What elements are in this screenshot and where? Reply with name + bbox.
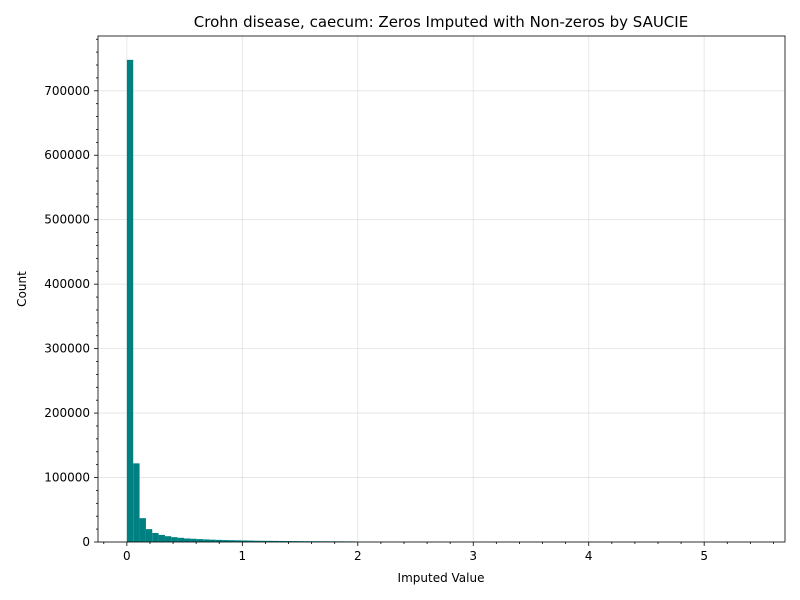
- histogram-bar: [285, 541, 292, 542]
- grid-layer: [98, 36, 785, 543]
- histogram-bar: [184, 538, 191, 542]
- histogram-bar: [228, 540, 235, 542]
- histogram-bar: [209, 539, 216, 542]
- x-tick-label: 4: [585, 549, 593, 563]
- y-tick-label: 700000: [44, 84, 90, 98]
- histogram-bar: [266, 540, 273, 542]
- y-tick-label: 0: [82, 535, 90, 549]
- y-tick-label: 100000: [44, 471, 90, 485]
- histogram-bar: [126, 59, 134, 543]
- histogram-bar: [171, 537, 178, 542]
- histogram-bar: [196, 539, 204, 542]
- histogram-bar: [222, 540, 229, 542]
- x-axis-label: Imputed Value: [398, 571, 485, 585]
- histogram-bar: [152, 532, 159, 542]
- histogram-bar: [145, 529, 153, 542]
- histogram-bar: [139, 518, 146, 542]
- histogram-bar: [298, 541, 305, 542]
- y-tick-label: 200000: [44, 406, 90, 420]
- x-tick-label: 2: [354, 549, 362, 563]
- histogram-bar: [247, 540, 254, 542]
- y-tick-label: 400000: [44, 277, 90, 291]
- histogram-bar: [133, 463, 140, 542]
- histogram-bar: [215, 539, 223, 542]
- histogram-bar: [253, 540, 261, 542]
- axes-layer: 0 1 2 3 4 5 0 100000 200000 300000 400000 500000 600…: [44, 35, 786, 563]
- y-tick-label: 300000: [44, 342, 90, 356]
- plot-frame: [97, 35, 786, 543]
- histogram-bar: [177, 537, 185, 542]
- x-tick-label: 0: [123, 549, 131, 563]
- histogram-bar: [291, 541, 299, 542]
- histogram-bar: [260, 540, 267, 542]
- y-tick-label: 500000: [44, 213, 90, 227]
- histogram-bar: [158, 534, 165, 542]
- x-tick-label: 3: [469, 549, 477, 563]
- histogram-bar: [190, 538, 197, 542]
- histogram-bar: [164, 536, 172, 542]
- y-axis-label: Count: [15, 271, 29, 307]
- histogram-bar: [279, 540, 286, 542]
- histogram-bar: [304, 541, 312, 542]
- chart-title: Crohn disease, caecum: Zeros Imputed wit…: [194, 13, 688, 31]
- y-tick-label: 600000: [44, 148, 90, 162]
- bars-layer: [126, 59, 756, 543]
- x-tick-label: 5: [700, 549, 708, 563]
- histogram-bar: [241, 540, 248, 542]
- histogram-bar: [272, 540, 280, 542]
- x-tick-label: 1: [239, 549, 247, 563]
- histogram-bar: [234, 540, 242, 542]
- histogram-bar: [203, 539, 210, 542]
